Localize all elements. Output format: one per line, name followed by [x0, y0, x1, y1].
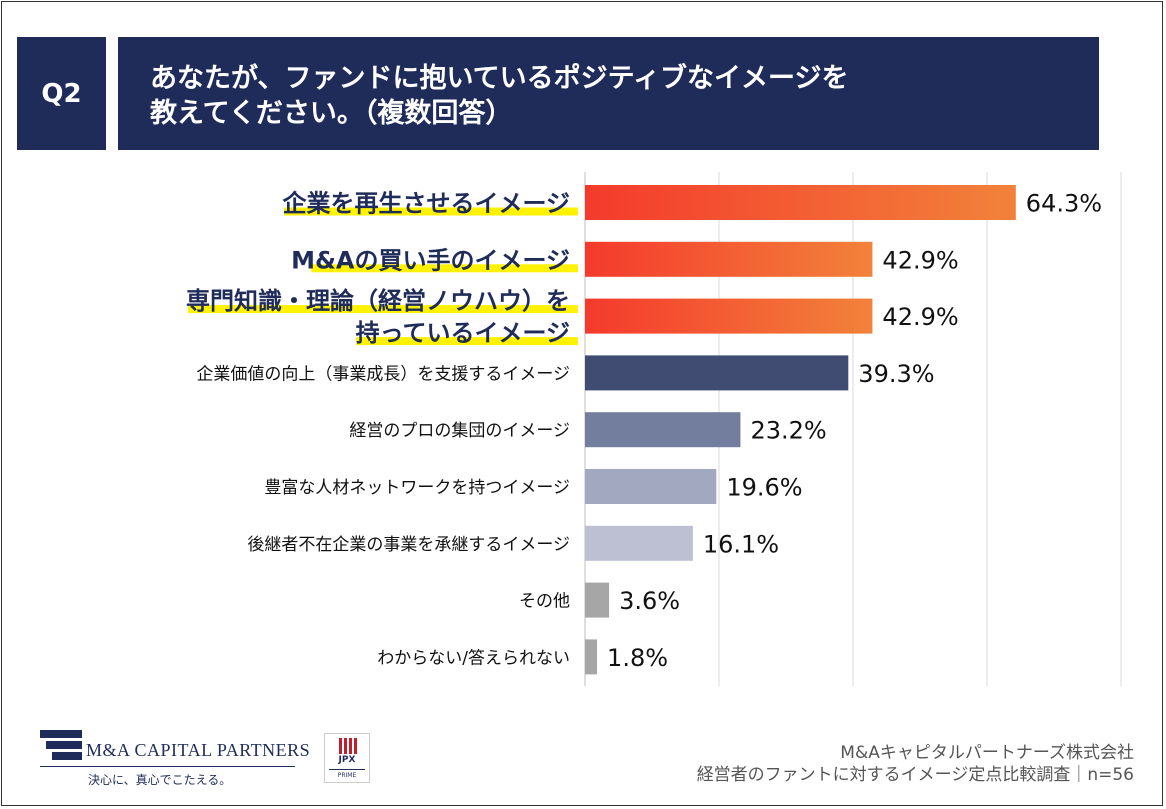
- chart-value-label: 16.1%: [703, 530, 779, 558]
- chart-value-label: 1.8%: [607, 644, 668, 672]
- source-company: M&Aキャピタルパートナーズ株式会社: [840, 743, 1134, 763]
- chart-category-label: 企業を再生させるイメージ: [282, 190, 570, 218]
- source-note: M&Aキャピタルパートナーズ株式会社 経営者のファントに対するイメージ定点比較調…: [697, 742, 1134, 786]
- chart-bar: [585, 469, 717, 504]
- jpx-code: JPX: [338, 755, 356, 765]
- question-number: Q2: [41, 78, 82, 109]
- chart-category-label: M&Aの買い手のイメージ: [291, 246, 570, 274]
- chart-bar: [585, 355, 849, 391]
- chart-value-label: 64.3%: [1026, 190, 1102, 218]
- chart-value-label: 39.3%: [858, 360, 934, 388]
- chart-label-highlight: [356, 337, 578, 346]
- jpx-market: PRIME: [329, 769, 365, 779]
- company-logo-text: M&A CAPITAL PARTNERS: [86, 740, 311, 760]
- company-logo-divider: [40, 766, 295, 767]
- question-number-badge: Q2: [17, 37, 106, 150]
- company-logo-tagline: 決心に、真心でこたえる。: [88, 773, 232, 787]
- chart-marks: 64.3% 企業を再生させるイメージ 42.9% M&Aの買い手のイメージ 42.9% 専…: [186, 185, 1102, 675]
- chart-value-label: 23.2%: [750, 417, 826, 445]
- chart-bar: [585, 525, 693, 561]
- chart-category-label: わからない/答えられない: [377, 648, 570, 668]
- chart-bar: [585, 241, 873, 277]
- chart-category-label: 後継者不在企業の事業を承継するイメージ: [247, 535, 570, 555]
- chart-value-label: 19.6%: [726, 474, 802, 502]
- chart-category-label: 豊富な人材ネットワークを持つイメージ: [264, 478, 570, 498]
- chart-value-label: 3.6%: [619, 587, 680, 615]
- question-title: あなたが、ファンドに抱いているポジティブなイメージを 教えてください。（複数回答…: [118, 37, 1099, 150]
- chart-value-label: 42.9%: [882, 303, 958, 331]
- chart-bar: [585, 639, 598, 675]
- chart-category-label: その他: [519, 592, 570, 612]
- company-logo-icon: [38, 730, 86, 766]
- chart-label-highlight: [188, 305, 578, 314]
- jpx-flame-icon: [339, 738, 357, 754]
- chart-value-label: 42.9%: [882, 246, 958, 274]
- chart-category-label: 企業価値の向上（事業成長）を支援するイメージ: [196, 364, 570, 384]
- chart-bar: [585, 412, 741, 448]
- question-title-line-2: 教えてください。（複数回答）: [150, 98, 513, 129]
- chart-category-label: 持っているイメージ: [356, 319, 570, 347]
- chart-bar: [585, 298, 873, 334]
- chart-label-highlight: [311, 264, 578, 273]
- chart-label-highlight: [284, 207, 578, 216]
- jpx-prime-badge: JPX PRIME: [324, 733, 370, 783]
- chart-bar: [585, 582, 610, 618]
- chart-category-label: 専門知識・理論（経営ノウハウ）を: [186, 287, 570, 315]
- source-survey: 経営者のファントに対するイメージ定点比較調査｜n=56: [696, 765, 1134, 785]
- company-logo: M&A CAPITAL PARTNERS 決心に、真心でこたえる。: [38, 728, 311, 790]
- chart-category-label: 経営のプロの集団のイメージ: [349, 421, 570, 441]
- question-title-line-1: あなたが、ファンドに抱いているポジティブなイメージを: [150, 63, 849, 94]
- chart-bar: [585, 185, 1016, 220]
